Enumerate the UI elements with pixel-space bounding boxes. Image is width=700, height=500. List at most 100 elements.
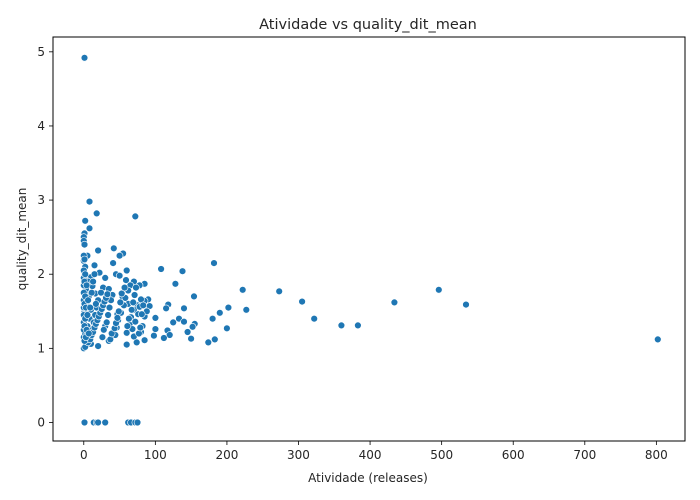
x-tick-label: 700 bbox=[573, 448, 596, 462]
data-point-115 bbox=[104, 311, 112, 319]
data-point-192 bbox=[83, 311, 92, 319]
data-point-156 bbox=[116, 298, 125, 307]
data-point-203 bbox=[94, 418, 102, 427]
data-point-17 bbox=[90, 261, 99, 269]
y-tick-label: 4 bbox=[37, 119, 45, 133]
data-point-198 bbox=[90, 270, 99, 278]
y-axis: 0 1 2 3 4 5 bbox=[37, 45, 53, 429]
data-point-87 bbox=[654, 335, 662, 344]
data-point-73 bbox=[188, 323, 197, 331]
data-point-22 bbox=[122, 266, 131, 275]
data-point-39 bbox=[275, 287, 283, 295]
x-axis: 0 100 200 300 400 500 600 700 800 bbox=[80, 441, 668, 462]
data-point-66 bbox=[208, 315, 217, 323]
data-point-161 bbox=[125, 315, 133, 323]
data-point-78 bbox=[183, 328, 192, 336]
data-point-72 bbox=[354, 321, 362, 330]
data-point-38 bbox=[435, 286, 443, 294]
x-tick-label: 500 bbox=[430, 448, 453, 462]
data-point-69 bbox=[169, 318, 177, 327]
data-point-191 bbox=[82, 281, 91, 289]
data-point-48 bbox=[390, 298, 399, 307]
data-point-184 bbox=[80, 255, 89, 264]
x-tick-label: 400 bbox=[359, 448, 382, 462]
data-point-60 bbox=[216, 309, 224, 317]
data-point-194 bbox=[85, 329, 93, 338]
data-point-20 bbox=[157, 265, 165, 273]
data-point-199 bbox=[92, 300, 100, 308]
x-tick-label: 300 bbox=[287, 448, 310, 462]
data-point-200 bbox=[80, 418, 89, 427]
data-point-196 bbox=[87, 289, 96, 297]
data-point-158 bbox=[120, 283, 129, 292]
data-point-93 bbox=[133, 338, 141, 347]
data-point-82 bbox=[150, 332, 158, 340]
x-axis-label: Atividade (releases) bbox=[308, 471, 428, 485]
x-tick-label: 0 bbox=[80, 448, 88, 462]
data-point-2 bbox=[92, 209, 101, 218]
plot-frame bbox=[52, 36, 686, 442]
x-tick-label: 800 bbox=[645, 448, 668, 462]
data-point-187 bbox=[81, 270, 89, 278]
data-point-154 bbox=[113, 314, 122, 322]
data-point-43 bbox=[190, 292, 198, 301]
data-point-85 bbox=[187, 335, 195, 343]
data-point-86 bbox=[211, 335, 219, 344]
data-point-81 bbox=[166, 331, 174, 339]
data-point-197 bbox=[89, 277, 97, 286]
data-point-111 bbox=[97, 289, 105, 297]
data-point-37 bbox=[239, 286, 247, 294]
data-point-4 bbox=[81, 217, 89, 225]
data-point-159 bbox=[122, 276, 130, 284]
data-point-67 bbox=[310, 315, 318, 323]
data-point-168 bbox=[138, 310, 146, 318]
data-point-54 bbox=[180, 304, 188, 312]
data-point-112 bbox=[98, 333, 107, 341]
x-tick-label: 200 bbox=[215, 448, 238, 462]
data-point-3 bbox=[131, 212, 140, 221]
y-tick-label: 5 bbox=[37, 45, 45, 59]
data-point-75 bbox=[223, 324, 231, 332]
y-axis-label: quality_dit_mean bbox=[15, 188, 29, 291]
data-point-55 bbox=[224, 303, 233, 312]
data-point-9 bbox=[80, 240, 89, 249]
data-point-31 bbox=[171, 280, 180, 288]
data-point-164 bbox=[130, 291, 139, 299]
data-point-13 bbox=[115, 252, 124, 260]
data-point-157 bbox=[117, 289, 126, 298]
y-tick-label: 1 bbox=[37, 341, 45, 355]
data-point-57 bbox=[242, 306, 251, 314]
data-point-47 bbox=[298, 297, 306, 306]
data-point-162 bbox=[128, 306, 136, 314]
data-point-89 bbox=[140, 336, 149, 344]
data-point-50 bbox=[462, 300, 470, 309]
data-point-114 bbox=[102, 318, 111, 327]
y-tick-label: 0 bbox=[37, 415, 45, 429]
data-point-5 bbox=[85, 224, 94, 233]
data-point-208 bbox=[133, 418, 142, 427]
data-point-16 bbox=[210, 259, 218, 267]
data-point-27 bbox=[101, 274, 109, 282]
y-tick-label: 3 bbox=[37, 193, 45, 207]
data-point-204 bbox=[101, 418, 109, 427]
data-point-84 bbox=[160, 334, 168, 342]
data-point-21 bbox=[178, 267, 187, 275]
data-point-167 bbox=[136, 323, 145, 332]
data-point-113 bbox=[100, 326, 108, 334]
data-point-64 bbox=[151, 314, 160, 322]
data-point-160 bbox=[123, 322, 132, 330]
x-tick-label: 600 bbox=[502, 448, 525, 462]
data-point-71 bbox=[337, 321, 346, 330]
data-point-15 bbox=[109, 259, 117, 267]
data-point-92 bbox=[94, 342, 102, 350]
data-point-116 bbox=[105, 303, 114, 312]
data-point-149 bbox=[103, 290, 112, 298]
data-point-0 bbox=[80, 54, 89, 62]
data-point-195 bbox=[86, 303, 94, 312]
data-point-193 bbox=[84, 296, 92, 304]
chart-title: Atividade vs quality_dit_mean bbox=[259, 17, 477, 33]
data-point-10 bbox=[110, 244, 118, 253]
data-point-163 bbox=[129, 298, 137, 307]
data-point-56 bbox=[162, 304, 170, 312]
data-point-165 bbox=[132, 283, 140, 292]
